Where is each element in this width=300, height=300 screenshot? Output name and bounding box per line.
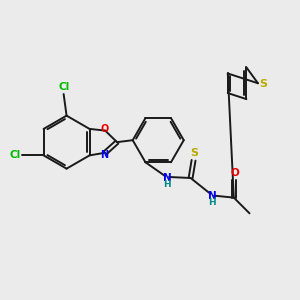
Text: H: H [163, 180, 171, 189]
Text: O: O [230, 168, 239, 178]
Text: N: N [163, 173, 171, 183]
Text: N: N [100, 150, 108, 160]
Text: Cl: Cl [58, 82, 69, 92]
Text: N: N [208, 191, 217, 201]
Text: S: S [190, 148, 199, 158]
Text: H: H [208, 198, 216, 207]
Text: O: O [100, 124, 108, 134]
Text: S: S [259, 79, 267, 89]
Text: Cl: Cl [10, 150, 21, 161]
